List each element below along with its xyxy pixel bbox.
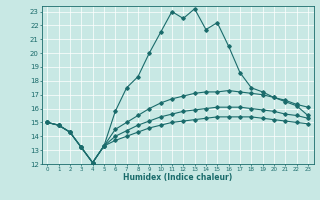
X-axis label: Humidex (Indice chaleur): Humidex (Indice chaleur): [123, 173, 232, 182]
